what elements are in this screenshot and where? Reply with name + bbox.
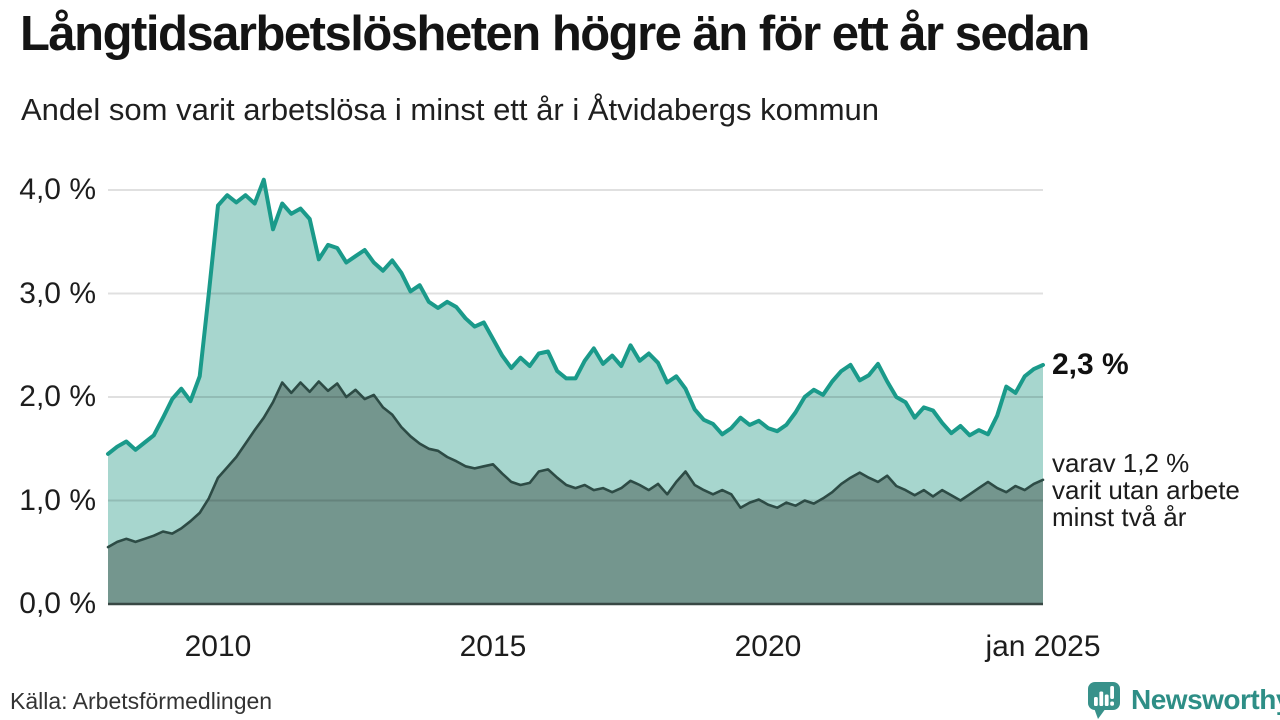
x-tick-label: 2010	[184, 630, 252, 663]
x-tick-label: 2020	[734, 630, 802, 663]
x-tick-label: jan 2025	[985, 630, 1101, 663]
y-tick-label: 3,0 %	[19, 276, 96, 310]
newsworthy-logo-text: Newsworthy	[1131, 684, 1280, 715]
newsworthy-logo: Newsworthy	[1086, 680, 1280, 720]
y-tick-label: 4,0 %	[19, 173, 96, 206]
y-tick-label: 0,0 %	[19, 587, 96, 620]
chart-subtitle: Andel som varit arbetslösa i minst ett å…	[21, 92, 880, 127]
x-tick-label: 2015	[459, 630, 527, 663]
series-line-0	[106, 177, 1045, 456]
series-area-1	[108, 381, 1043, 604]
chart-title: Långtidsarbetslösheten högre än för ett …	[20, 7, 1090, 61]
source-text: Källa: Arbetsförmedlingen	[10, 688, 273, 714]
y-tick-label: 2,0 %	[19, 380, 96, 413]
latest-value-annotation: 2,3 %	[1052, 348, 1129, 381]
series-line-1	[106, 380, 1045, 549]
speech-bubble-chart-icon	[1088, 682, 1120, 719]
series2-note-annotation: varav 1,2 % varit utan arbete minst två …	[1052, 448, 1240, 532]
y-tick-label: 1,0 %	[19, 483, 96, 517]
